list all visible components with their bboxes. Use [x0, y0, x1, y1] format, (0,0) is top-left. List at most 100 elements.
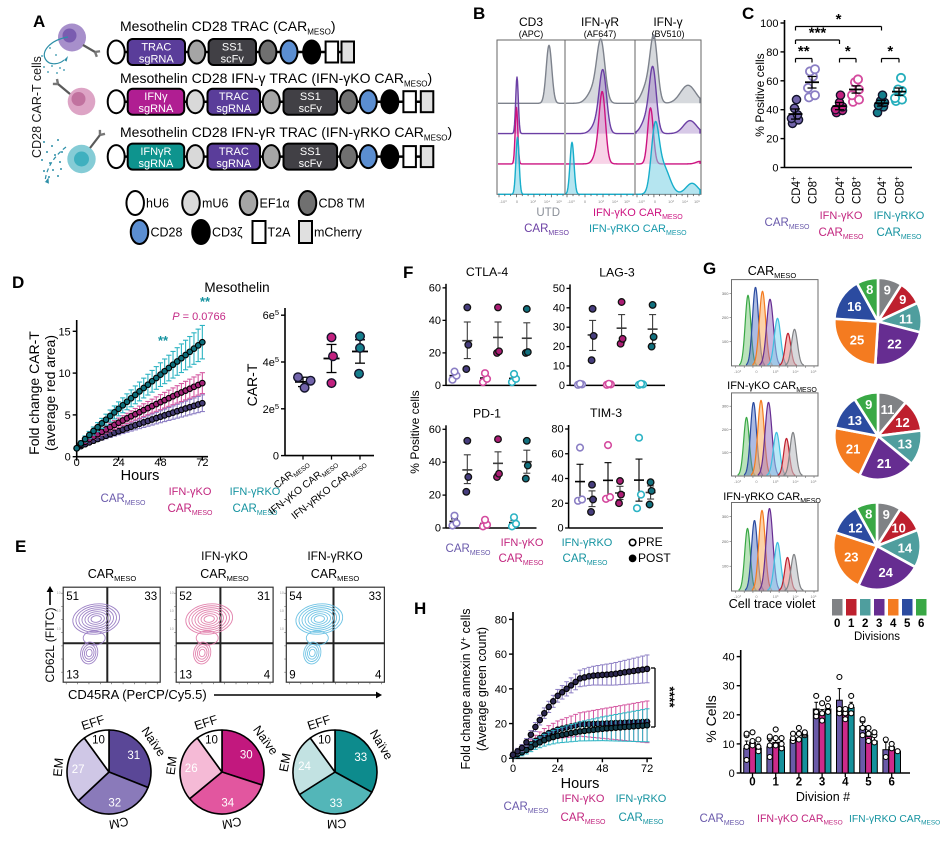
- svg-text:40: 40: [553, 302, 565, 314]
- svg-text:*: *: [887, 43, 893, 60]
- svg-text:40: 40: [429, 457, 441, 469]
- svg-text:CD28 CAR-T cells: CD28 CAR-T cells: [30, 56, 44, 158]
- svg-text:0: 0: [74, 457, 80, 469]
- svg-text:10³: 10³: [668, 199, 674, 204]
- svg-text:CD3ζ: CD3ζ: [212, 226, 243, 240]
- svg-text:10: 10: [92, 735, 105, 747]
- svg-text:TIM-3: TIM-3: [590, 406, 622, 420]
- svg-text:12: 12: [895, 415, 909, 430]
- svg-text:33: 33: [354, 752, 367, 764]
- svg-text:IFN-γRKO: IFN-γRKO: [616, 793, 667, 805]
- svg-text:**: **: [798, 43, 810, 60]
- svg-text:**: **: [158, 333, 169, 348]
- svg-text:72: 72: [196, 457, 208, 469]
- svg-text:CTLA-4: CTLA-4: [466, 265, 509, 279]
- svg-text:Mesothelin CD28 IFN-γR TRAC (I: Mesothelin CD28 IFN-γR TRAC (IFN-γRKO CA…: [120, 124, 452, 143]
- svg-text:CD62L (FITC): CD62L (FITC): [43, 608, 57, 683]
- svg-text:10: 10: [553, 361, 565, 373]
- svg-text:13: 13: [898, 436, 912, 451]
- svg-text:LAG-3: LAG-3: [599, 265, 635, 279]
- svg-text:9: 9: [884, 282, 891, 297]
- svg-text:32: 32: [108, 798, 121, 810]
- svg-text:10⁴: 10⁴: [792, 479, 798, 484]
- svg-text:60: 60: [766, 76, 778, 88]
- svg-text:21: 21: [846, 441, 860, 456]
- svg-text:sgRNA: sgRNA: [139, 54, 175, 66]
- svg-text:50: 50: [553, 283, 565, 295]
- svg-text:11: 11: [881, 402, 895, 417]
- svg-text:hU6: hU6: [146, 197, 169, 211]
- svg-text:EF1α: EF1α: [260, 197, 290, 211]
- svg-text:16: 16: [847, 299, 861, 314]
- svg-text:2: 2: [796, 777, 802, 789]
- svg-text:100: 100: [722, 564, 729, 569]
- svg-text:SS1: SS1: [222, 42, 243, 54]
- svg-text:300: 300: [722, 514, 729, 519]
- svg-text:CD28: CD28: [151, 226, 183, 240]
- svg-text:4: 4: [842, 777, 849, 789]
- svg-text:10⁵: 10⁵: [694, 199, 700, 204]
- svg-text:TRAC: TRAC: [219, 146, 249, 158]
- svg-text:100: 100: [722, 339, 729, 344]
- svg-text:0: 0: [557, 523, 563, 535]
- svg-text:14: 14: [898, 540, 913, 555]
- svg-text:10: 10: [318, 735, 331, 747]
- svg-text:0: 0: [501, 753, 507, 765]
- svg-text:G: G: [703, 259, 716, 278]
- svg-text:IFN-γRKO: IFN-γRKO: [562, 537, 613, 549]
- svg-text:(APC): (APC): [519, 29, 544, 39]
- svg-text:300: 300: [722, 404, 729, 409]
- svg-text:IFN-γKO: IFN-γKO: [501, 537, 544, 549]
- svg-text:IFN-γRKO: IFN-γRKO: [307, 549, 362, 563]
- svg-text:CAR-T: CAR-T: [244, 363, 260, 406]
- svg-text:100: 100: [722, 450, 729, 455]
- svg-text:9: 9: [883, 507, 890, 522]
- svg-text:POST: POST: [638, 551, 671, 565]
- svg-text:10: 10: [722, 739, 734, 751]
- svg-text:-10³: -10³: [637, 199, 645, 204]
- svg-text:Mesothelin CD28 IFN-γ TRAC (IF: Mesothelin CD28 IFN-γ TRAC (IFN-γKO CARM…: [120, 70, 432, 89]
- svg-text:CD45RA (PerCP/Cy5.5): CD45RA (PerCP/Cy5.5): [68, 687, 207, 702]
- svg-text:3: 3: [819, 777, 825, 789]
- svg-text:B: B: [473, 4, 485, 23]
- svg-text:40: 40: [495, 684, 507, 696]
- svg-text:EM: EM: [51, 757, 67, 777]
- svg-text:P = 0.0766: P = 0.0766: [172, 311, 226, 323]
- svg-text:10³: 10³: [530, 199, 536, 204]
- svg-text:24: 24: [552, 763, 564, 775]
- svg-text:48: 48: [596, 763, 608, 775]
- svg-text:(average red area): (average red area): [42, 335, 58, 451]
- svg-text:4: 4: [890, 618, 897, 630]
- svg-text:200: 200: [722, 315, 729, 320]
- svg-text:Hours: Hours: [121, 468, 160, 484]
- svg-text:SS1: SS1: [300, 146, 321, 158]
- svg-text:SS1: SS1: [300, 91, 321, 103]
- svg-text:PRE: PRE: [638, 535, 663, 549]
- svg-text:E: E: [15, 537, 26, 556]
- svg-text:26: 26: [185, 763, 198, 775]
- svg-text:8: 8: [866, 282, 873, 297]
- svg-text:CD8 TM: CD8 TM: [319, 197, 365, 211]
- svg-text:10: 10: [891, 521, 905, 536]
- svg-text:Mesothelin CD28 TRAC (CARMESO): Mesothelin CD28 TRAC (CARMESO): [120, 18, 335, 37]
- svg-text:200: 200: [722, 539, 729, 544]
- svg-text:mCherry: mCherry: [314, 226, 363, 240]
- svg-text:9: 9: [865, 397, 872, 412]
- svg-text:33: 33: [330, 798, 343, 810]
- svg-text:CM: CM: [327, 816, 347, 831]
- svg-text:mU6: mU6: [202, 197, 228, 211]
- svg-text:10⁵: 10⁵: [810, 369, 816, 374]
- svg-text:1: 1: [772, 777, 779, 789]
- svg-text:40: 40: [722, 652, 734, 664]
- svg-text:20: 20: [429, 347, 441, 359]
- svg-text:% Cells: % Cells: [703, 695, 719, 742]
- svg-text:25: 25: [850, 333, 864, 348]
- svg-text:20: 20: [495, 719, 507, 731]
- svg-text:4: 4: [375, 670, 382, 682]
- svg-text:20: 20: [551, 498, 563, 510]
- svg-text:0: 0: [273, 451, 279, 463]
- svg-text:D: D: [12, 273, 24, 292]
- svg-text:54: 54: [289, 591, 302, 603]
- svg-text:10⁴: 10⁴: [682, 199, 688, 204]
- svg-text:23: 23: [844, 550, 858, 565]
